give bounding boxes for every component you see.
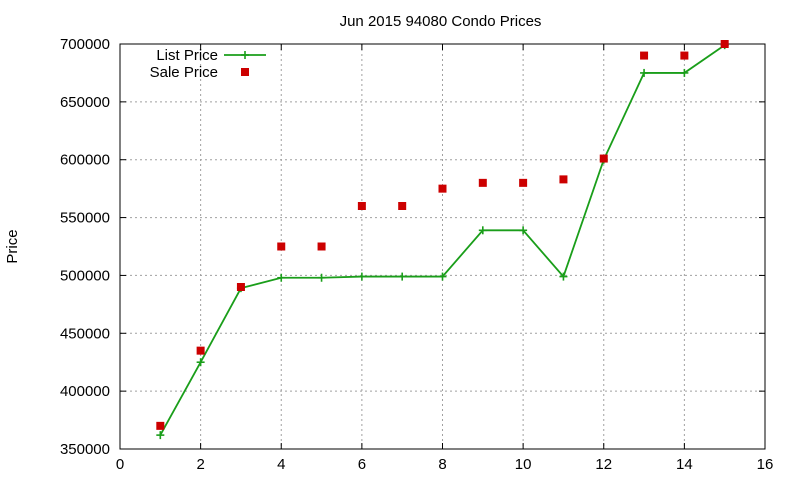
y-tick-label: 650000 — [60, 94, 110, 111]
sale-price-point — [680, 51, 689, 60]
list-price-point — [438, 272, 447, 281]
legend-label: Sale Price — [150, 64, 218, 81]
sale-price-point — [438, 184, 447, 193]
legend-square-swatch — [241, 68, 249, 76]
list-price-point — [398, 272, 407, 281]
list-price-point — [156, 431, 165, 440]
y-tick-label: 350000 — [60, 441, 110, 458]
x-tick-label: 6 — [358, 456, 366, 473]
sale-price-point — [156, 421, 165, 430]
x-tick-label: 12 — [595, 456, 612, 473]
y-axis-label: Price — [4, 229, 21, 263]
legend-label: List Price — [156, 47, 218, 64]
tick-layer: 0 2 4 6 8 10 12 14 16 350000 400000 450000 500000 550… — [60, 36, 773, 473]
list-price-point — [640, 68, 649, 77]
list-price-point — [478, 226, 487, 235]
sale-price-point — [599, 154, 608, 163]
sale-price-point — [196, 346, 205, 355]
y-tick-label: 600000 — [60, 152, 110, 169]
x-tick-label: 4 — [277, 456, 285, 473]
sale-price-point — [720, 40, 729, 48]
sale-price-point — [398, 202, 407, 210]
x-tick-label: 8 — [438, 456, 446, 473]
series-1 — [156, 40, 729, 430]
x-tick-label: 14 — [676, 456, 693, 473]
y-tick-label: 700000 — [60, 36, 110, 53]
sale-price-point — [519, 178, 528, 187]
y-tick-label: 500000 — [60, 267, 110, 284]
sale-price-point — [317, 242, 326, 251]
list-price-point — [317, 273, 326, 282]
list-price-point — [519, 226, 528, 235]
sale-price-point — [559, 175, 568, 184]
list-price-point — [277, 273, 286, 282]
list-price-point — [559, 272, 568, 281]
chart-title: Jun 2015 94080 Condo Prices — [340, 13, 542, 30]
sale-price-point — [357, 202, 366, 210]
sale-price-point — [277, 242, 286, 251]
x-tick-label: 0 — [116, 456, 124, 473]
x-tick-label: 16 — [757, 456, 774, 473]
sale-price-point — [236, 283, 245, 291]
series-layer — [156, 40, 729, 440]
grid-layer — [120, 44, 765, 449]
list-price-point — [196, 358, 205, 367]
y-tick-label: 550000 — [60, 210, 110, 227]
y-tick-label: 450000 — [60, 325, 110, 342]
list-price-point — [357, 272, 366, 281]
sale-price-point — [478, 178, 487, 187]
x-tick-label: 2 — [196, 456, 204, 473]
sale-price-point — [640, 51, 649, 60]
x-tick-label: 10 — [515, 456, 532, 473]
legend-cross-swatch — [241, 51, 249, 59]
y-tick-label: 400000 — [60, 383, 110, 400]
list-price-point — [680, 68, 689, 77]
